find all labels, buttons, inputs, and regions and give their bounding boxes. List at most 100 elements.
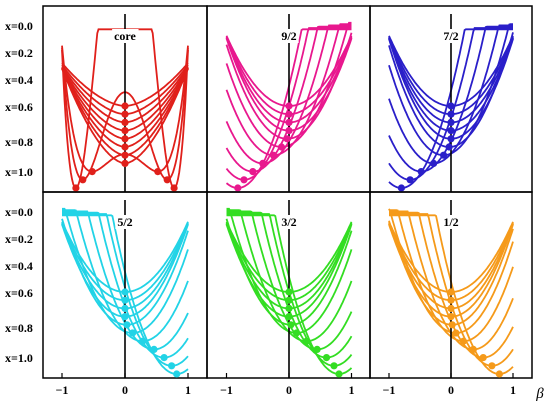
x-axis-ticks: −1 0 1 −1 0 1 −1 0 1 <box>56 373 516 397</box>
minimum-marker <box>285 110 293 118</box>
minimum-marker <box>447 127 455 135</box>
minimum-marker <box>88 168 96 176</box>
minimum-marker <box>283 135 291 143</box>
minimum-marker <box>459 337 467 345</box>
minimum-marker <box>330 362 338 370</box>
minimum-marker <box>79 176 87 184</box>
row-label: x=0.4 <box>5 73 33 87</box>
x-tick-label: 1 <box>349 383 355 397</box>
x-axis-label: β <box>535 386 544 402</box>
minimum-marker <box>170 184 178 192</box>
minimum-marker <box>447 288 455 296</box>
minimum-marker <box>285 288 293 296</box>
minimum-marker <box>129 329 137 337</box>
x-tick-label: 0 <box>448 383 454 397</box>
panel-title-background <box>279 215 299 229</box>
minimum-marker <box>285 296 293 304</box>
panel-title-background <box>441 29 461 43</box>
x-tick-label: 1 <box>185 383 191 397</box>
panel-title: 9/2 <box>281 29 296 43</box>
row-label: x=0.6 <box>5 100 33 114</box>
minimum-marker <box>285 102 293 110</box>
row-label: x=0.0 <box>5 19 33 33</box>
panel: 9/2 <box>206 5 371 193</box>
minimum-marker <box>277 143 286 151</box>
minimum-marker <box>121 102 129 110</box>
minimum-marker <box>121 110 129 118</box>
minimum-marker <box>495 370 503 378</box>
minimum-marker <box>447 110 455 118</box>
minimum-marker <box>447 135 455 143</box>
minimum-marker <box>447 296 455 304</box>
minimum-marker <box>417 168 425 176</box>
panel-title-background <box>112 29 139 43</box>
panel: 1/2 <box>369 191 533 379</box>
row-label: x=1.0 <box>5 351 33 365</box>
minimum-markers <box>121 288 181 378</box>
minimum-marker <box>285 313 293 321</box>
row-label: x=0.8 <box>5 321 33 335</box>
row-label: x=0.6 <box>5 286 33 300</box>
minimum-marker <box>121 288 129 296</box>
minimum-marker <box>249 168 257 176</box>
minimum-marker <box>447 118 455 126</box>
minimum-marker <box>173 370 181 378</box>
minimum-marker <box>447 102 455 110</box>
x-tick-label: 1 <box>510 383 516 397</box>
minimum-marker <box>139 337 147 345</box>
panel: 5/2 <box>42 191 208 379</box>
panel-title-background <box>441 215 461 229</box>
minimum-marker <box>469 345 477 353</box>
minimum-marker <box>447 304 455 312</box>
minimum-marker <box>313 345 321 353</box>
minimum-marker <box>168 362 176 370</box>
minimum-marker <box>406 176 414 184</box>
row-label: x=0.4 <box>5 259 33 273</box>
minimum-marker <box>234 184 242 192</box>
minimum-marker <box>285 118 293 126</box>
minimum-marker <box>121 304 129 312</box>
minimum-marker <box>121 296 129 304</box>
minimum-marker <box>397 184 405 192</box>
minimum-marker <box>302 337 311 345</box>
minimum-marker <box>121 143 129 151</box>
minimum-marker <box>322 354 331 362</box>
panel-title-background <box>115 215 135 229</box>
minimum-marker <box>121 118 129 126</box>
minimum-marker <box>154 168 162 176</box>
minimum-markers <box>72 102 178 192</box>
minimum-marker <box>121 135 129 143</box>
minimum-marker <box>292 329 301 337</box>
row-label: x=0.0 <box>5 205 33 219</box>
panel-title: core <box>114 29 136 43</box>
minimum-marker <box>150 345 158 353</box>
panel-title: 1/2 <box>443 215 458 229</box>
panel-title: 5/2 <box>117 215 132 229</box>
x-tick-label: 0 <box>122 383 128 397</box>
row-label: x=0.8 <box>5 135 33 149</box>
x-tick-label: −1 <box>220 383 233 397</box>
panel-title: 7/2 <box>443 29 458 43</box>
minimum-marker <box>269 151 277 159</box>
minimum-marker <box>285 127 293 135</box>
minimum-marker <box>440 151 448 159</box>
minimum-marker <box>488 362 496 370</box>
minimum-marker <box>448 321 456 329</box>
minimum-marker <box>240 176 248 184</box>
minimum-marker <box>121 151 129 159</box>
minimum-marker <box>447 313 455 321</box>
x-tick-label: −1 <box>383 383 396 397</box>
minimum-marker <box>287 321 295 329</box>
panel: 3/2 <box>206 191 371 379</box>
panel: 7/2 <box>369 5 533 193</box>
panel-title: 3/2 <box>281 215 296 229</box>
minimum-marker <box>259 159 267 167</box>
row-labels: x=0.0 x=0.2 x=0.4 x=0.6 x=0.8 x=1.0 x=0.0 x=0.2… <box>5 19 33 365</box>
minimum-markers <box>447 288 503 378</box>
panels: core 9/2 7/2 5/2 3/2 1/2 <box>42 5 533 379</box>
minimum-marker <box>445 143 453 151</box>
minimum-marker <box>163 176 171 184</box>
minimum-marker <box>430 159 438 167</box>
minimum-markers <box>234 102 293 192</box>
